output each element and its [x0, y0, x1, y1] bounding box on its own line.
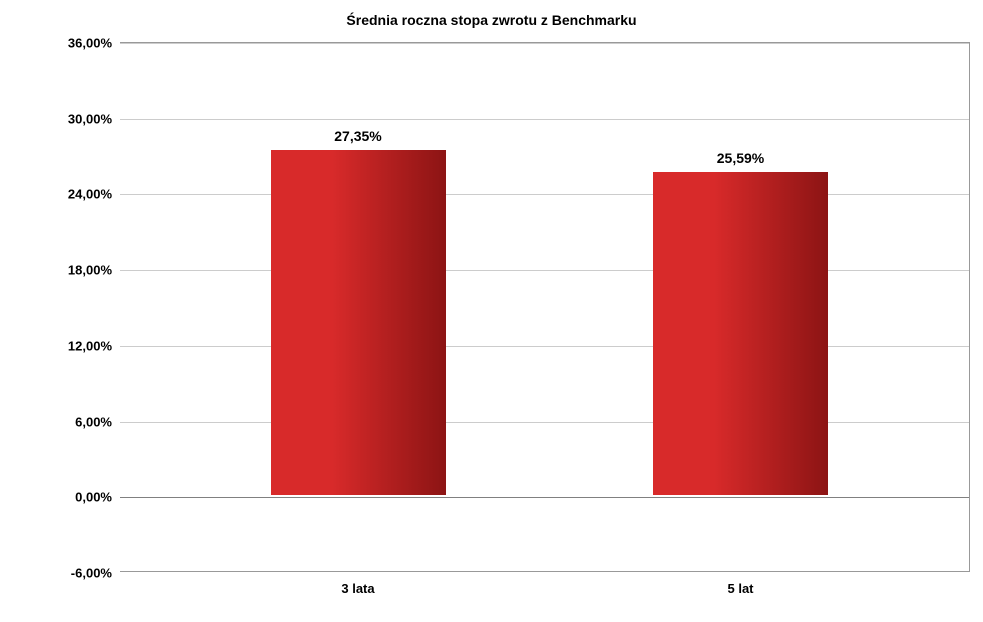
y-tick-label: 6,00% — [75, 414, 120, 429]
gridline — [120, 119, 969, 120]
bar: 27,35% — [271, 150, 446, 495]
bar-value-label: 27,35% — [334, 128, 381, 144]
gridline — [120, 422, 969, 423]
zero-baseline — [120, 497, 969, 498]
bar-value-label: 25,59% — [717, 150, 764, 166]
gridline — [120, 194, 969, 195]
y-tick-label: 36,00% — [68, 36, 120, 51]
y-tick-label: 12,00% — [68, 338, 120, 353]
gridline — [120, 43, 969, 44]
y-tick-label: 24,00% — [68, 187, 120, 202]
y-tick-label: 0,00% — [75, 490, 120, 505]
bar: 25,59% — [653, 172, 828, 495]
y-tick-label: -6,00% — [71, 566, 120, 581]
plot-area: -6,00%0,00%6,00%12,00%18,00%24,00%30,00%… — [120, 42, 970, 572]
x-tick-label: 5 lat — [727, 581, 753, 596]
x-tick-label: 3 lata — [341, 581, 374, 596]
chart-title: Średnia roczna stopa zwrotu z Benchmarku — [0, 12, 983, 28]
y-tick-label: 18,00% — [68, 263, 120, 278]
gridline — [120, 270, 969, 271]
benchmark-return-chart: Średnia roczna stopa zwrotu z Benchmarku… — [0, 0, 983, 622]
gridline — [120, 346, 969, 347]
y-tick-label: 30,00% — [68, 111, 120, 126]
